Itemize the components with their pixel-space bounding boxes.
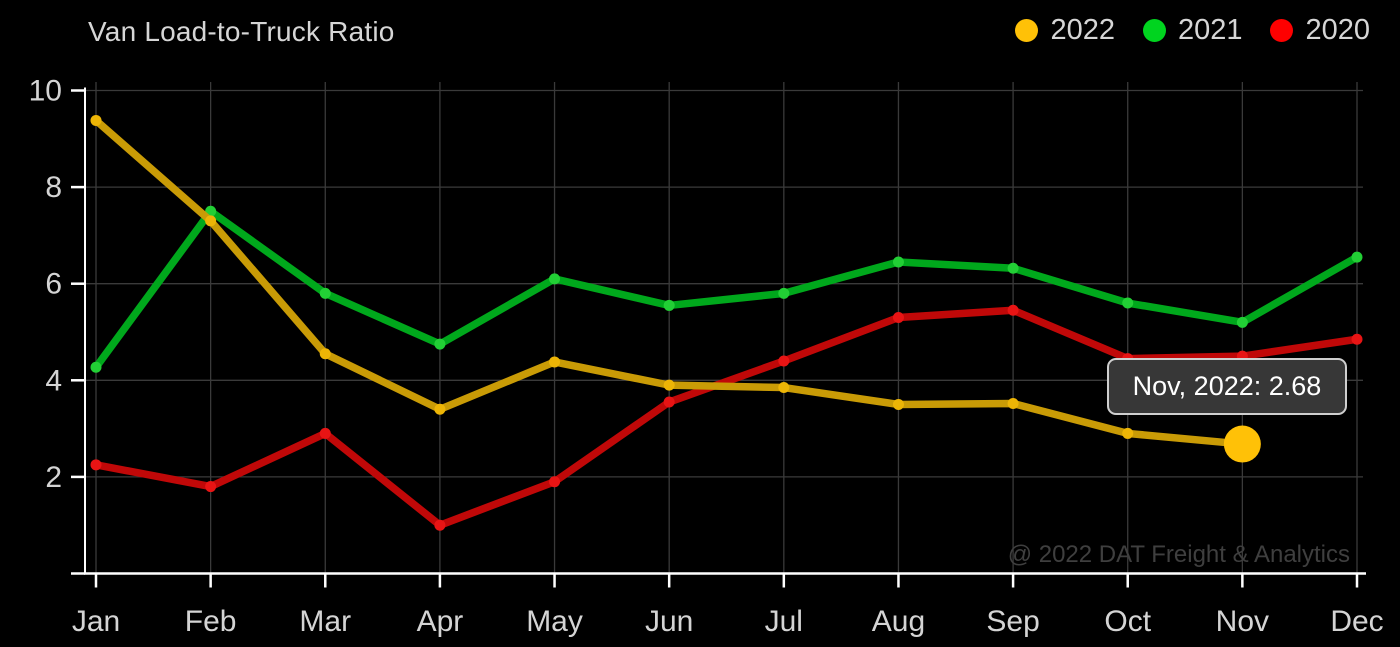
marker-2022-Aug[interactable]: [892, 398, 904, 410]
y-tick-label-2: 2: [45, 461, 62, 494]
x-tick-label-Sep: Sep: [986, 605, 1039, 638]
marker-2020-Apr[interactable]: [434, 519, 446, 531]
marker-2020-Aug[interactable]: [892, 312, 904, 324]
legend-label-2020: 2020: [1305, 14, 1370, 46]
marker-2021-May[interactable]: [549, 273, 561, 285]
chart-title: Van Load-to-Truck Ratio: [88, 16, 395, 47]
legend-dot-2020-icon: [1270, 19, 1294, 42]
x-tick-label-Jul: Jul: [765, 605, 803, 638]
legend-item-2020[interactable]: 2020: [1270, 14, 1370, 47]
marker-2022-Mar[interactable]: [319, 348, 331, 360]
legend-item-2021[interactable]: 2021: [1142, 14, 1243, 47]
marker-2022-Jul[interactable]: [778, 382, 790, 394]
y-tick-label-8: 8: [45, 171, 62, 204]
marker-2021-Oct[interactable]: [1122, 297, 1134, 309]
marker-2021-Dec[interactable]: [1351, 251, 1363, 263]
marker-2022-Apr[interactable]: [434, 403, 446, 415]
data-point-tooltip: Nov, 2022: 2.68: [1107, 358, 1347, 415]
marker-2020-Dec[interactable]: [1351, 333, 1363, 345]
x-tick-label-Mar: Mar: [299, 605, 351, 638]
marker-2020-Jan[interactable]: [90, 459, 102, 471]
marker-2022-Jun[interactable]: [663, 379, 675, 391]
legend-label-2022: 2022: [1050, 14, 1115, 46]
marker-2020-Mar[interactable]: [319, 427, 331, 439]
marker-2020-Jul[interactable]: [778, 355, 790, 367]
x-tick-label-Nov: Nov: [1216, 605, 1269, 638]
marker-2022-May[interactable]: [549, 356, 561, 368]
x-tick-label-Oct: Oct: [1104, 605, 1151, 638]
marker-2021-Mar[interactable]: [319, 287, 331, 299]
marker-2021-Aug[interactable]: [892, 256, 904, 268]
marker-2021-Jun[interactable]: [663, 299, 675, 311]
marker-2021-Apr[interactable]: [434, 338, 446, 350]
x-tick-label-Dec: Dec: [1330, 605, 1383, 638]
marker-2021-Sep[interactable]: [1007, 262, 1019, 274]
marker-2020-Feb[interactable]: [205, 481, 217, 493]
y-tick-label-6: 6: [45, 268, 62, 301]
marker-2022-Jan[interactable]: [90, 114, 102, 126]
marker-2020-Sep[interactable]: [1007, 304, 1019, 316]
y-tick-label-10: 10: [29, 75, 62, 108]
x-tick-label-May: May: [526, 605, 583, 638]
marker-2021-Jan[interactable]: [90, 361, 102, 373]
series-line-2021[interactable]: [92, 207, 1361, 372]
y-tick-label-4: 4: [45, 364, 62, 397]
legend-label-2021: 2021: [1177, 14, 1243, 46]
marker-2022-Sep[interactable]: [1007, 397, 1019, 409]
marker-2020-May[interactable]: [549, 476, 561, 488]
x-tick-label-Jan: Jan: [72, 605, 120, 638]
series-line-2020[interactable]: [92, 306, 1361, 529]
legend: 2022 2021 2020: [1015, 14, 1370, 47]
marker-2022-Feb[interactable]: [205, 215, 217, 227]
watermark: @ 2022 DAT Freight & Analytics: [1007, 541, 1350, 568]
marker-2020-Jun[interactable]: [663, 396, 675, 408]
x-tick-label-Jun: Jun: [645, 605, 693, 638]
x-tick-label-Feb: Feb: [185, 605, 237, 638]
highlight-dot-2022-Nov[interactable]: [1223, 425, 1261, 463]
marker-2021-Nov[interactable]: [1236, 316, 1248, 328]
legend-item-2022[interactable]: 2022: [1015, 14, 1115, 47]
legend-dot-2021-icon: [1142, 19, 1166, 42]
marker-2021-Jul[interactable]: [778, 287, 790, 299]
legend-dot-2022-icon: [1015, 19, 1039, 42]
x-tick-label-Apr: Apr: [417, 605, 464, 638]
marker-2022-Oct[interactable]: [1122, 427, 1134, 439]
x-tick-label-Aug: Aug: [872, 605, 925, 638]
